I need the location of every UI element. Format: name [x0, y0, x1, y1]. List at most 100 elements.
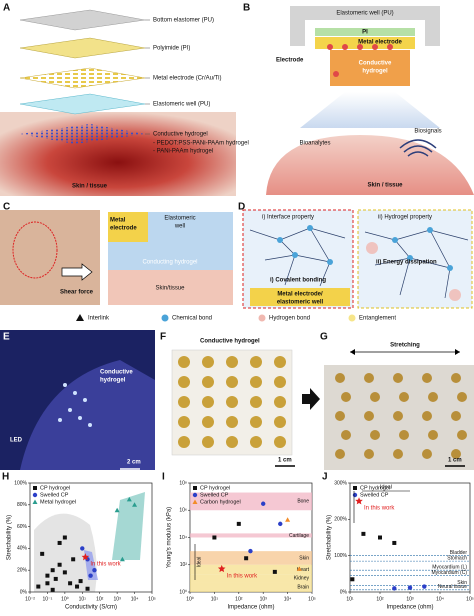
panel-g: G Stretching 1 cm: [320, 332, 474, 470]
band: [190, 564, 312, 575]
symbol-legend: Interlink Chemical bond Hydrogen bond En…: [76, 314, 396, 322]
label: Metal: [110, 218, 126, 224]
hydrogel: [330, 50, 410, 86]
band-label: Kidney: [294, 576, 310, 582]
electrode: [178, 356, 190, 368]
electrode: [399, 430, 409, 440]
panel-a: A Bottom elastomer (PU) Polyimide (PI) M…: [0, 3, 249, 196]
x-tick-label: 10²: [235, 596, 243, 602]
x-tick-label: 10⁴: [131, 596, 139, 602]
electrode: [202, 356, 214, 368]
point: [114, 507, 120, 513]
x-axis-label: Impedance (ohm): [386, 605, 433, 611]
point: [57, 562, 62, 567]
electrode: [202, 396, 214, 408]
label: Metal electrode/: [277, 292, 323, 298]
highlight-label: In this work: [364, 506, 395, 512]
electrode: [178, 396, 190, 408]
electrode: [250, 356, 262, 368]
label: i) Covalent bonding: [270, 278, 326, 284]
hydrogen-bond: [449, 289, 461, 301]
scale-label: 2 cm: [127, 460, 141, 466]
layer: [19, 37, 146, 59]
x-tick-label: 10³: [406, 596, 414, 602]
point: [392, 540, 397, 545]
x-axis-label: Conductivity (S/cm): [65, 605, 117, 611]
electrode: [428, 392, 438, 402]
panel-c: C Metal electrode Elastomeric well Condu…: [0, 202, 233, 305]
electrode: [364, 411, 374, 421]
layer-label: Metal electrode (Cr/Au/Ti): [153, 76, 221, 82]
panel-label: C: [3, 202, 10, 213]
layer-label: Bottom elastomer (PU): [153, 18, 214, 24]
reference-label: Myocardium (C): [431, 570, 467, 576]
label: Bioanalytes: [299, 141, 330, 147]
panel-label: H: [2, 472, 9, 483]
band-label: Heart: [297, 567, 310, 573]
y-tick-label: 40%: [17, 546, 28, 552]
legend-label: Interlink: [88, 316, 110, 322]
layer-label: Conductive hydrogel: [153, 132, 208, 138]
electrode-grid: [178, 356, 286, 448]
electrode: [451, 373, 461, 383]
point: [353, 486, 357, 490]
point: [92, 568, 97, 573]
metal: [108, 212, 148, 242]
plot-frame: [29, 482, 153, 593]
legend-label: Hydrogen bond: [269, 316, 310, 322]
band: [190, 492, 312, 511]
point: [378, 535, 382, 540]
y-axis-label: Stretchability (%): [7, 515, 13, 560]
entanglement-symbol: [348, 314, 356, 322]
x-tick-label: 10⁻²: [25, 596, 35, 602]
point: [68, 581, 73, 586]
cp-region: [34, 513, 97, 592]
point: [236, 521, 241, 526]
substrate: [250, 288, 350, 306]
electrode: [335, 449, 345, 459]
y-tick-label: 10⁰: [179, 589, 187, 595]
point: [407, 585, 413, 590]
x-tick-label: 10²: [376, 596, 384, 602]
electrode: [451, 411, 461, 421]
x-tick-label: 10¹: [211, 596, 219, 602]
electrode: [226, 376, 238, 388]
tissue-label: Skin / tissue: [72, 184, 108, 190]
electrode: [364, 449, 374, 459]
label: Conductive hydrogel: [200, 339, 260, 345]
electrode: [451, 449, 461, 459]
electrode: [226, 416, 238, 428]
arm-photo: [0, 210, 100, 305]
point: [272, 569, 277, 574]
panel-b: B Elastomeric well (PU) PI Metal electro…: [243, 3, 474, 195]
label: ii) Energy dissipation: [376, 260, 437, 266]
skin: [266, 135, 474, 195]
point: [45, 573, 50, 578]
point: [248, 548, 253, 554]
y-tick-label: 80%: [17, 502, 28, 508]
label: Skin / tissue: [367, 183, 403, 189]
electrode: [274, 356, 286, 368]
point: [75, 584, 80, 589]
point: [285, 517, 291, 522]
electrode: [370, 392, 380, 402]
label: PI: [362, 30, 368, 36]
electrode: [428, 430, 438, 440]
point: [296, 566, 302, 571]
label: Metal electrode: [358, 40, 402, 46]
x-tick-label: 10⁻¹: [42, 596, 52, 602]
highlight-star: [355, 497, 363, 505]
electrode: [274, 416, 286, 428]
band: [190, 582, 312, 592]
layer-label: Elastomeric well (PU): [153, 102, 210, 108]
nodes: [277, 225, 453, 271]
x-tick-label: 10¹: [346, 596, 354, 602]
legend-label: Chemical bond: [172, 316, 212, 322]
panel-e: E Conductive hydrogel LED 2 cm: [0, 330, 155, 470]
panel-label: F: [160, 332, 166, 343]
electrode: [202, 416, 214, 428]
legend-label: CP hydrogel: [40, 485, 70, 491]
point: [71, 557, 76, 562]
y-axis-label: Young's modulus (kPa): [167, 507, 173, 568]
